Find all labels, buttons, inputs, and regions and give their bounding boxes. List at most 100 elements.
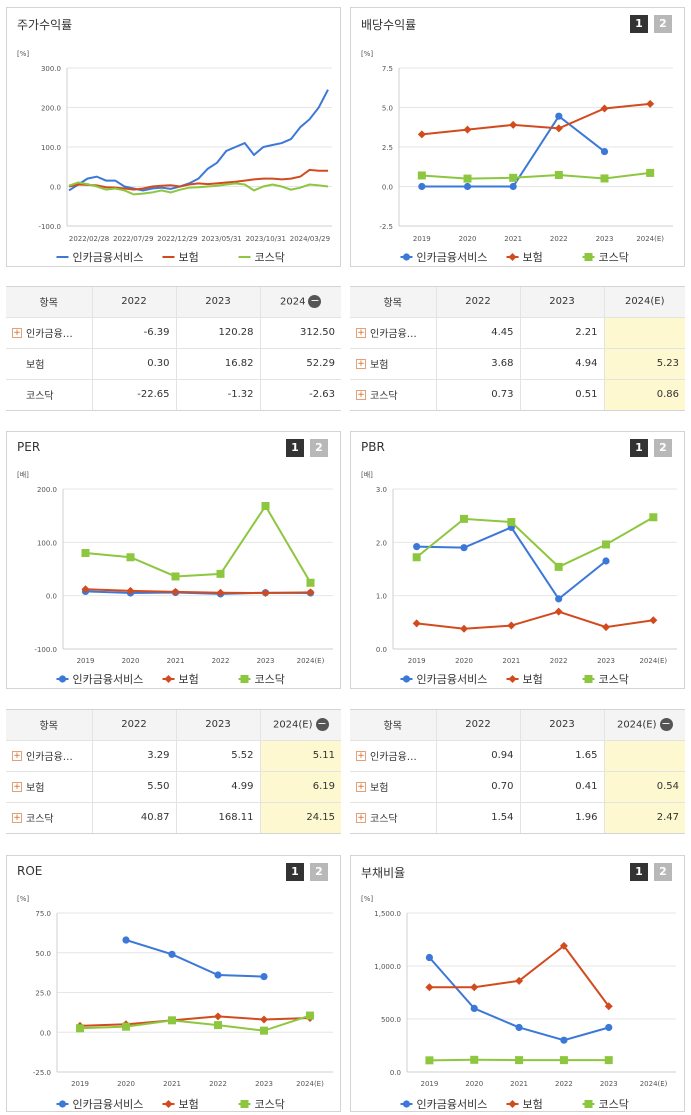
series-line: [79, 1014, 311, 1032]
value-cell: 0.54: [603, 770, 685, 802]
header-label: 항목: [383, 298, 402, 310]
expand-plus-icon[interactable]: +: [356, 327, 366, 338]
x-tick-label: 2024(E): [297, 657, 325, 665]
value-cell: 120.28: [175, 316, 260, 348]
row-name: 인카금융…: [26, 329, 73, 340]
pbr-table: 항목 2022 2023 2024(E) − + 인카금융… 0.94 1.65 + 보험 0.70 0…: [350, 709, 685, 834]
expand-plus-icon[interactable]: +: [12, 750, 22, 761]
value-cell: 4.94: [519, 347, 604, 379]
table-header-cell: 2023: [175, 287, 260, 317]
x-tick-label: 2024(E): [296, 1080, 324, 1088]
table-header-cell: 2023: [519, 287, 604, 317]
data-point: [560, 1036, 568, 1044]
row-name: 보험: [26, 360, 45, 371]
value-cell: 5.50: [91, 770, 176, 802]
row-name: 보험: [26, 783, 45, 794]
page-1-button[interactable]: 1: [286, 439, 304, 457]
x-tick-label: 2024(E): [639, 657, 667, 665]
y-tick-label: 75.0: [35, 910, 51, 918]
data-point: [306, 588, 315, 597]
page-2-button[interactable]: 2: [310, 439, 328, 457]
page-1-button[interactable]: 1: [630, 863, 648, 881]
table-row: + 보험 0.70 0.41 0.54: [350, 770, 685, 802]
data-point: [425, 953, 434, 962]
page-2-button[interactable]: 2: [654, 863, 672, 881]
series-line: [125, 939, 265, 978]
value-cell: 0.30: [91, 347, 176, 379]
collapse-minus-icon[interactable]: −: [659, 717, 673, 732]
x-tick-label: 2022/07/29: [113, 235, 153, 243]
y-tick-label: 200.0: [37, 486, 57, 494]
table-header-cell: 2023: [519, 710, 604, 740]
table-row: + 인카금융… 3.29 5.52 5.11: [6, 739, 341, 771]
x-tick-label: 2024(E): [636, 235, 664, 243]
value-cell: 2.21: [519, 316, 604, 348]
y-tick-label: -2.5: [379, 223, 393, 231]
data-point: [602, 623, 610, 632]
unit-label: [%]: [17, 50, 29, 58]
expand-plus-icon[interactable]: +: [356, 750, 366, 761]
table-header-cell: 2022: [435, 287, 520, 317]
x-tick-label: 2019: [408, 657, 426, 665]
collapse-minus-icon[interactable]: −: [315, 717, 329, 732]
data-point: [81, 585, 90, 594]
data-point: [554, 170, 563, 179]
data-point: [460, 624, 468, 633]
y-tick-label: 100.0: [37, 539, 57, 547]
per-panel: PER 1 2 [배] -100.0 0.0 100.0 200.0 2019 2020 2021 2…: [6, 431, 341, 689]
page-2-button[interactable]: 2: [310, 863, 328, 881]
y-tick-label: 0.0: [382, 184, 393, 192]
table-header-cell: 항목: [350, 287, 436, 317]
data-point: [463, 125, 472, 134]
row-name-cell: + 인카금융…: [6, 316, 92, 348]
legend-marker: [508, 1100, 517, 1108]
page-1-button[interactable]: 1: [630, 15, 648, 33]
expand-plus-icon[interactable]: +: [356, 358, 366, 369]
data-point: [515, 1023, 523, 1032]
roe-panel: ROE 1 2 [%] -25.0 0.0 25.0 50.0 75.0 2019 2020 2021…: [6, 855, 341, 1112]
expand-plus-icon[interactable]: +: [12, 812, 22, 823]
expand-plus-icon[interactable]: +: [356, 781, 366, 792]
row-name: 코스닥: [370, 814, 398, 826]
row-name-cell: + 코스닥: [350, 378, 436, 410]
y-tick-label: 0.0: [376, 646, 387, 654]
y-tick-label: 300.0: [41, 65, 61, 73]
page-2-button[interactable]: 2: [654, 15, 672, 33]
collapse-minus-icon[interactable]: −: [308, 294, 322, 309]
page-2-button[interactable]: 2: [654, 439, 672, 457]
legend-label: 인카금융서비스: [417, 673, 488, 686]
data-point: [604, 1056, 613, 1065]
x-tick-label: 2023: [257, 657, 275, 665]
data-point: [261, 502, 270, 511]
page-1-button[interactable]: 1: [630, 439, 648, 457]
y-tick-label: 100.0: [41, 144, 61, 152]
expand-plus-icon[interactable]: +: [12, 327, 22, 338]
table-header-cell: 항목: [350, 710, 436, 740]
table-row: + 코스닥 40.87 168.11 24.15: [6, 801, 341, 833]
expand-plus-icon[interactable]: +: [356, 389, 366, 400]
data-point: [463, 174, 472, 183]
expand-plus-icon[interactable]: +: [356, 812, 366, 823]
table-row: 코스닥 -22.65 -1.32 -2.63: [6, 378, 341, 410]
expand-plus-icon[interactable]: +: [12, 781, 22, 792]
page-1-button[interactable]: 1: [286, 863, 304, 881]
series-line: [85, 588, 311, 595]
value-cell: 1.54: [435, 801, 520, 833]
legend-label: 보험: [179, 1098, 199, 1111]
x-tick-label: 2022/12/29: [157, 235, 197, 243]
legend-label: 코스닥: [599, 251, 629, 264]
table-row: 보험 0.30 16.82 52.29: [6, 347, 341, 379]
y-tick-label: 0.0: [50, 184, 61, 192]
data-point: [555, 112, 563, 120]
y-tick-label: -100.0: [34, 646, 57, 654]
data-point: [515, 976, 524, 985]
legend-label: 보험: [523, 1098, 543, 1111]
table-row: + 코스닥 1.54 1.96 2.47: [350, 801, 685, 833]
x-tick-label: 2019: [421, 1080, 439, 1088]
value-cell: 312.50: [259, 316, 341, 348]
row-name: 인카금융…: [370, 329, 417, 340]
legend-marker: [164, 1100, 173, 1108]
row-name: 인카금융…: [370, 752, 417, 763]
x-tick-label: 2022: [550, 657, 568, 665]
x-tick-label: 2024/03/29: [290, 235, 330, 243]
